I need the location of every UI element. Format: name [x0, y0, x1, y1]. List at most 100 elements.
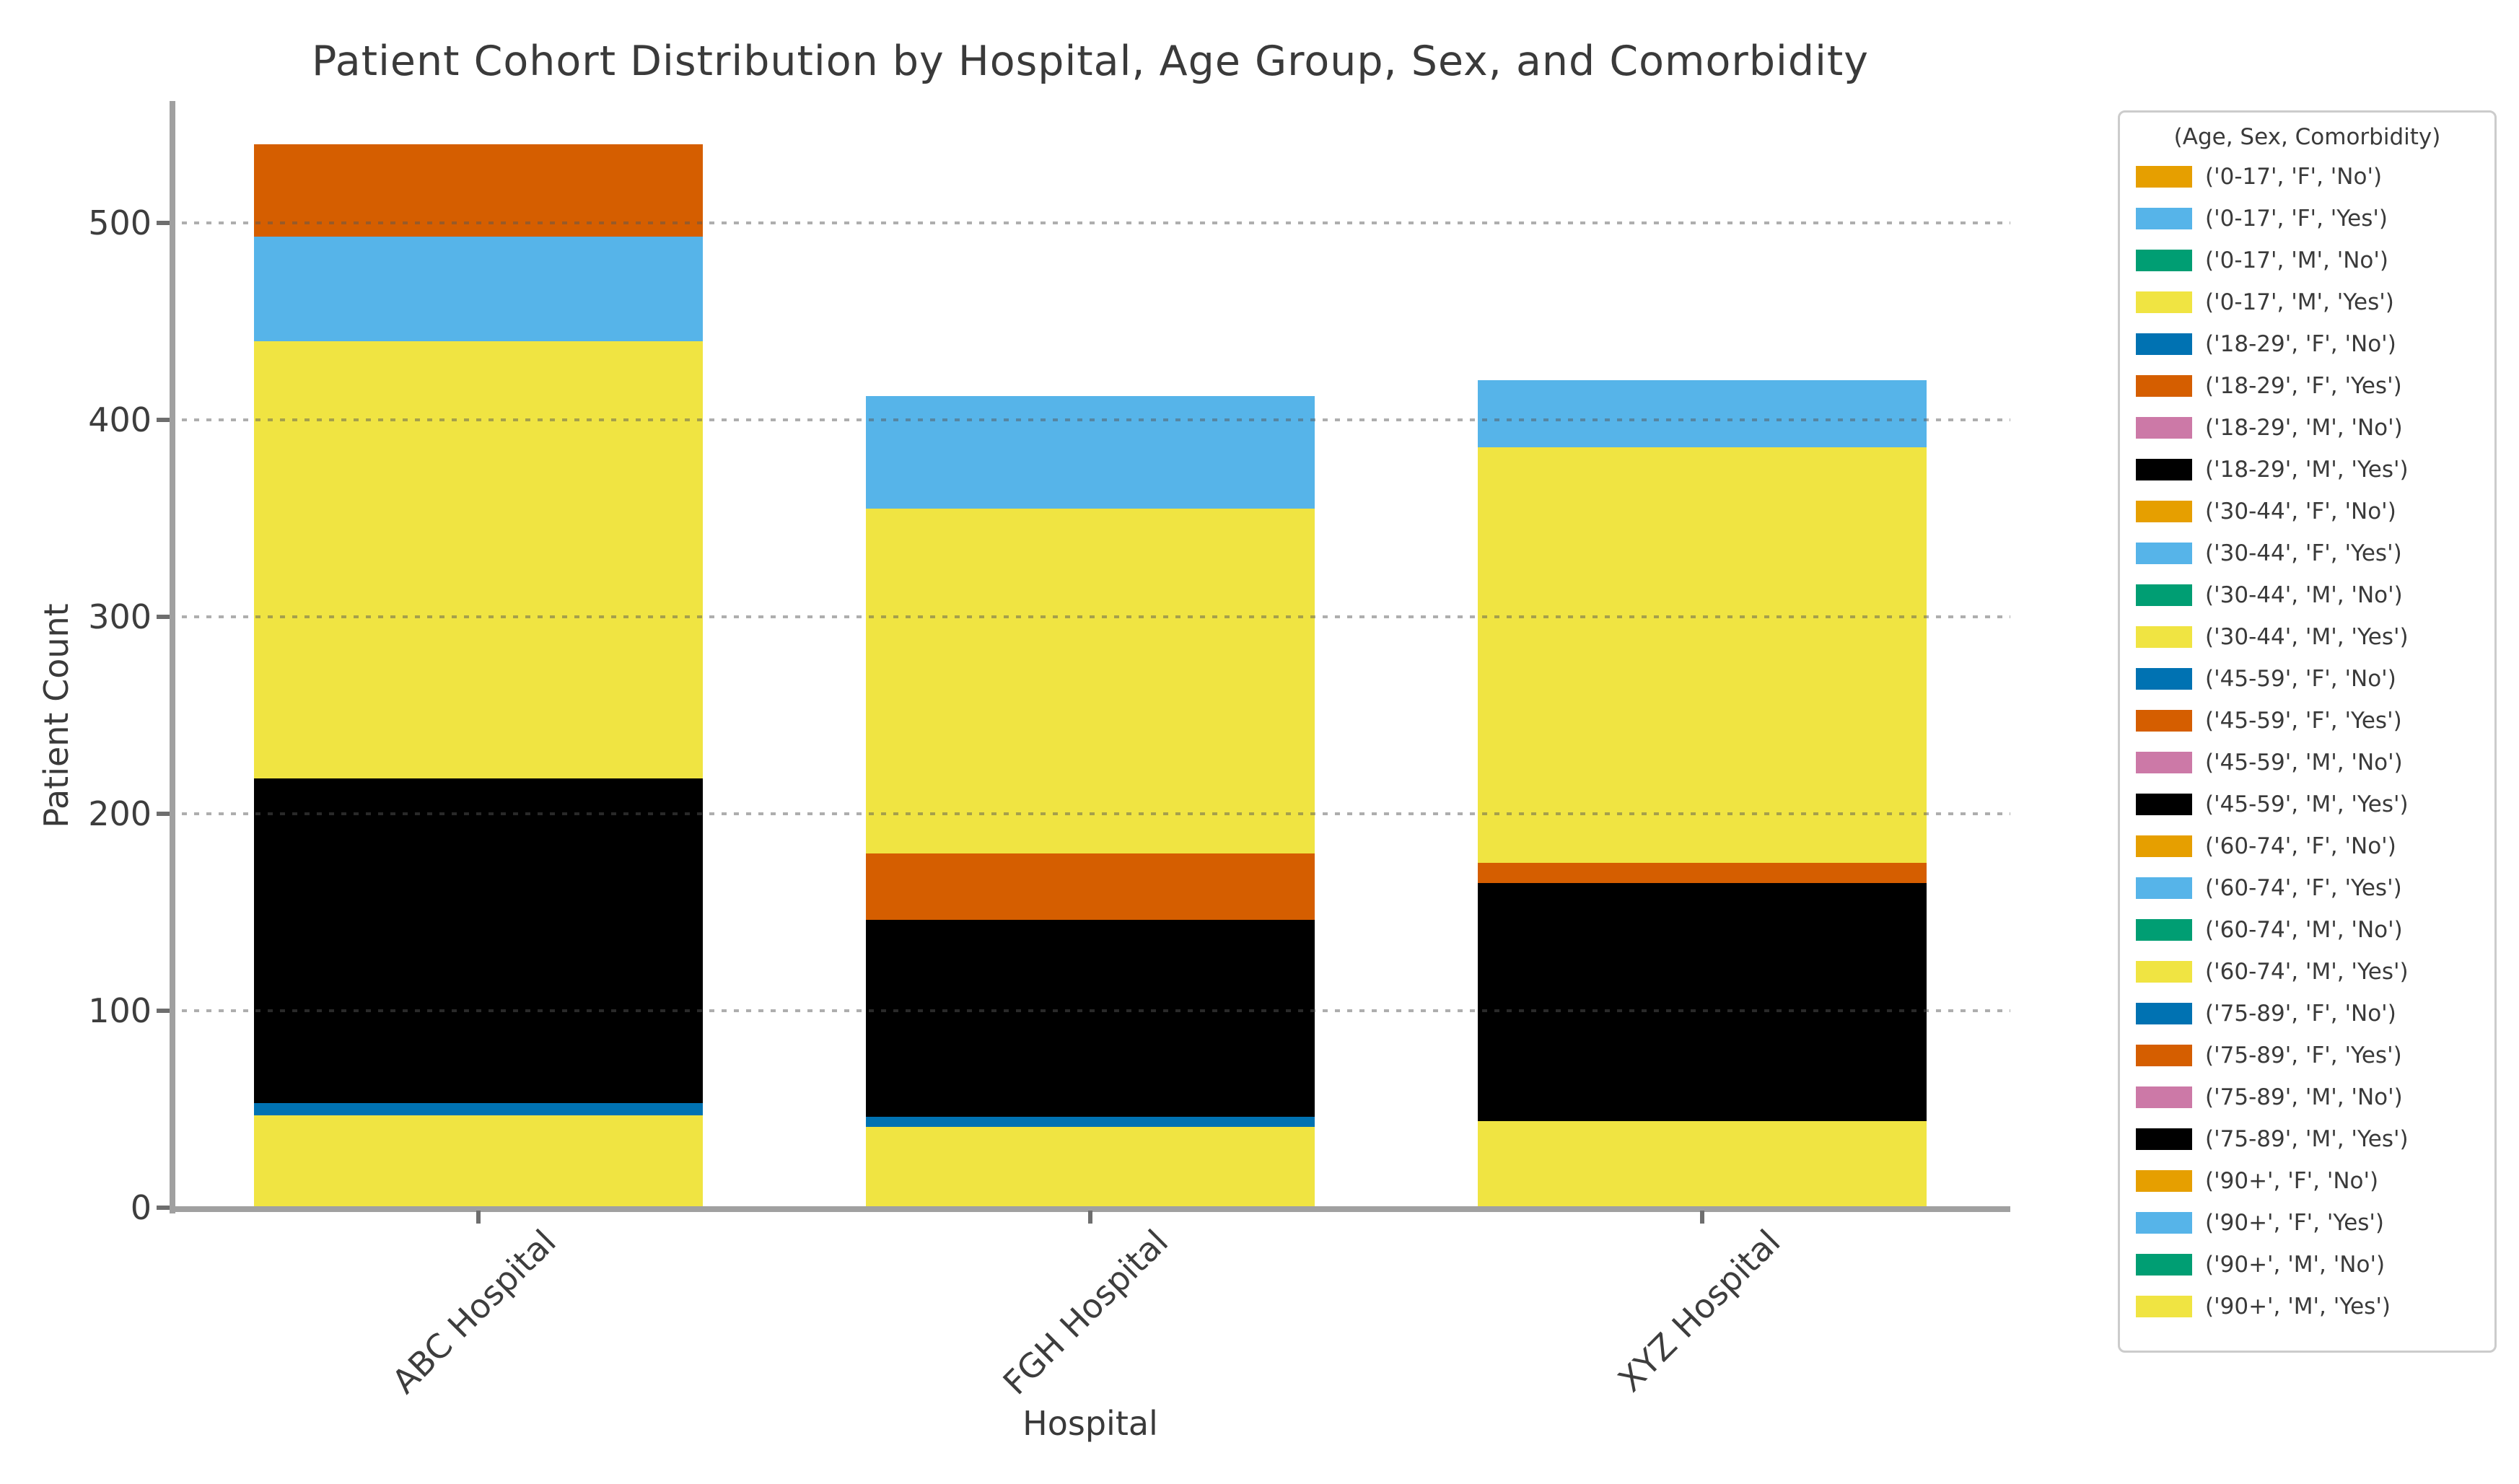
- legend-label: ('75-89', 'F', 'No'): [2205, 1001, 2396, 1027]
- x-axis-spine: [170, 1206, 2010, 1212]
- legend-rows: ('0-17', 'F', 'No') ('0-17', 'F', 'Yes') (…: [2136, 156, 2494, 1327]
- legend-swatch-yellow: [2136, 961, 2192, 983]
- legend-item: ('75-89', 'M', 'Yes'): [2136, 1118, 2494, 1160]
- bar-segment: [866, 508, 1315, 853]
- legend-label: ('30-44', 'F', 'Yes'): [2205, 540, 2402, 566]
- legend-label: ('0-17', 'M', 'Yes'): [2205, 289, 2394, 315]
- y-tick-label: 300: [88, 597, 152, 636]
- y-tick-mark: [157, 812, 170, 816]
- legend-item: ('18-29', 'F', 'No'): [2136, 323, 2494, 365]
- legend-item: ('90+', 'M', 'Yes'): [2136, 1286, 2494, 1327]
- legend-item: ('0-17', 'M', 'No'): [2136, 240, 2494, 281]
- legend-label: ('60-74', 'F', 'No'): [2205, 833, 2396, 859]
- legend-label: ('0-17', 'F', 'Yes'): [2205, 206, 2388, 232]
- legend-swatch-vermillion: [2136, 1045, 2192, 1066]
- legend-label: ('0-17', 'F', 'No'): [2205, 164, 2383, 190]
- legend-label: ('90+', 'F', 'No'): [2205, 1168, 2379, 1194]
- legend-item: ('60-74', 'M', 'No'): [2136, 909, 2494, 951]
- gridline: [170, 221, 2010, 224]
- legend-item: ('18-29', 'F', 'Yes'): [2136, 365, 2494, 407]
- legend-item: ('60-74', 'F', 'Yes'): [2136, 867, 2494, 909]
- bar-segment: [1478, 1120, 1927, 1208]
- legend-swatch-green: [2136, 1254, 2192, 1276]
- legend-label: ('45-59', 'F', 'No'): [2205, 666, 2396, 692]
- y-tick-mark: [157, 1009, 170, 1013]
- legend-swatch-blue: [2136, 1003, 2192, 1024]
- legend-label: ('18-29', 'M', 'No'): [2205, 415, 2403, 441]
- legend-swatch-vermillion: [2136, 710, 2192, 732]
- legend-swatch-green: [2136, 584, 2192, 606]
- legend-label: ('90+', 'M', 'No'): [2205, 1252, 2386, 1278]
- legend-box: (Age, Sex, Comorbidity) ('0-17', 'F', 'N…: [2118, 110, 2497, 1353]
- gridline: [170, 1009, 2010, 1012]
- legend-swatch-gold: [2136, 835, 2192, 857]
- gridline: [170, 418, 2010, 421]
- legend-swatch-vermillion: [2136, 375, 2192, 397]
- legend-item: ('60-74', 'F', 'No'): [2136, 825, 2494, 867]
- y-tick-mark: [157, 1206, 170, 1210]
- y-tick-mark: [157, 615, 170, 619]
- legend-swatch-green: [2136, 919, 2192, 941]
- legend-swatch-blue: [2136, 333, 2192, 355]
- legend-item: ('18-29', 'M', 'Yes'): [2136, 449, 2494, 491]
- legend-item: ('0-17', 'F', 'No'): [2136, 156, 2494, 198]
- x-tick-mark: [1700, 1211, 1704, 1224]
- legend-label: ('18-29', 'F', 'No'): [2205, 331, 2396, 357]
- x-tick-mark: [476, 1211, 481, 1224]
- y-tick-label: 400: [88, 400, 152, 439]
- legend-swatch-gold: [2136, 1170, 2192, 1192]
- legend-swatch-yellow: [2136, 1296, 2192, 1317]
- bar-segment: [254, 1103, 703, 1115]
- legend-item: ('90+', 'F', 'Yes'): [2136, 1202, 2494, 1244]
- bar-segment: [866, 853, 1315, 921]
- legend-swatch-gold: [2136, 501, 2192, 522]
- legend-swatch-gold: [2136, 166, 2192, 188]
- legend-item: ('45-59', 'M', 'No'): [2136, 742, 2494, 783]
- legend-swatch-sky_blue: [2136, 543, 2192, 564]
- legend-label: ('75-89', 'M', 'Yes'): [2205, 1126, 2409, 1152]
- y-tick-label: 100: [88, 991, 152, 1030]
- legend-label: ('30-44', 'F', 'No'): [2205, 499, 2396, 524]
- legend-item: ('30-44', 'M', 'Yes'): [2136, 616, 2494, 658]
- legend-label: ('90+', 'F', 'Yes'): [2205, 1210, 2385, 1236]
- bar-segment: [1478, 380, 1927, 448]
- gridline: [170, 615, 2010, 618]
- legend-swatch-black: [2136, 1128, 2192, 1150]
- bar-segment: [1478, 882, 1927, 1121]
- legend-swatch-blue: [2136, 668, 2192, 690]
- bar-segment: [866, 1117, 1315, 1128]
- legend-item: ('45-59', 'F', 'No'): [2136, 658, 2494, 700]
- legend-item: ('0-17', 'F', 'Yes'): [2136, 198, 2494, 240]
- legend-swatch-green: [2136, 250, 2192, 271]
- bar-segment: [254, 1115, 703, 1208]
- y-tick-label: 500: [88, 203, 152, 242]
- legend-label: ('0-17', 'M', 'No'): [2205, 247, 2388, 273]
- bar-segment: [254, 341, 703, 778]
- legend-swatch-sky_blue: [2136, 208, 2192, 229]
- legend-item: ('18-29', 'M', 'No'): [2136, 407, 2494, 449]
- legend-item: ('30-44', 'F', 'Yes'): [2136, 532, 2494, 574]
- x-axis-label: Hospital: [1022, 1404, 1158, 1443]
- legend-item: ('30-44', 'M', 'No'): [2136, 574, 2494, 616]
- legend-item: ('0-17', 'M', 'Yes'): [2136, 281, 2494, 323]
- x-tick-label: XYZ Hospital: [1610, 1222, 1788, 1400]
- legend-label: ('18-29', 'F', 'Yes'): [2205, 373, 2402, 399]
- legend-label: ('75-89', 'M', 'No'): [2205, 1084, 2403, 1110]
- legend-item: ('75-89', 'F', 'No'): [2136, 993, 2494, 1035]
- bar-segment: [1478, 447, 1927, 864]
- legend-label: ('30-44', 'M', 'No'): [2205, 582, 2403, 608]
- legend-swatch-pink: [2136, 1086, 2192, 1108]
- bar-segment: [254, 778, 703, 1104]
- legend-label: ('18-29', 'M', 'Yes'): [2205, 457, 2409, 483]
- y-axis-spine: [170, 101, 175, 1213]
- bar-segment: [1478, 863, 1927, 883]
- legend-item: ('60-74', 'M', 'Yes'): [2136, 951, 2494, 993]
- legend-label: ('45-59', 'F', 'Yes'): [2205, 708, 2402, 734]
- legend-label: ('75-89', 'F', 'Yes'): [2205, 1042, 2402, 1068]
- chart-title: Patient Cohort Distribution by Hospital,…: [312, 38, 1869, 85]
- legend-swatch-black: [2136, 794, 2192, 815]
- bar-segment: [254, 237, 703, 341]
- bar-segment: [866, 920, 1315, 1118]
- legend-label: ('60-74', 'M', 'Yes'): [2205, 959, 2409, 985]
